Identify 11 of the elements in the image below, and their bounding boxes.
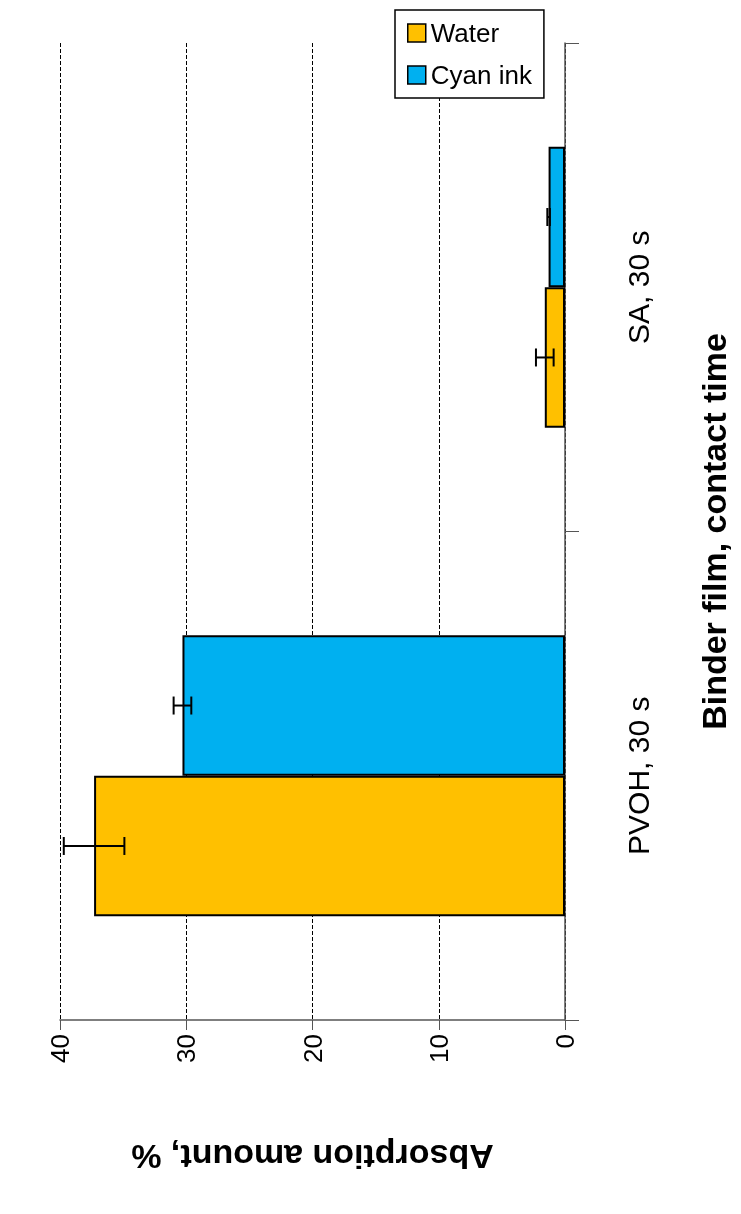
x-tick-label: 20: [297, 1034, 328, 1063]
x-tick-label: 40: [45, 1034, 75, 1063]
x-axis-title: Absorption amount, %: [131, 1138, 494, 1176]
x-tick-label: 10: [423, 1034, 454, 1063]
y-axis-title: Binder film, contact time: [695, 333, 733, 730]
y-tick-label: SA, 30 s: [621, 230, 655, 344]
x-tick-label: 30: [171, 1034, 202, 1063]
x-tick-label: 0: [550, 1034, 580, 1049]
legend-label: Cyan ink: [430, 60, 533, 90]
y-tick-label: PVOH, 30 s: [621, 696, 655, 855]
legend-label: Water: [430, 18, 500, 48]
